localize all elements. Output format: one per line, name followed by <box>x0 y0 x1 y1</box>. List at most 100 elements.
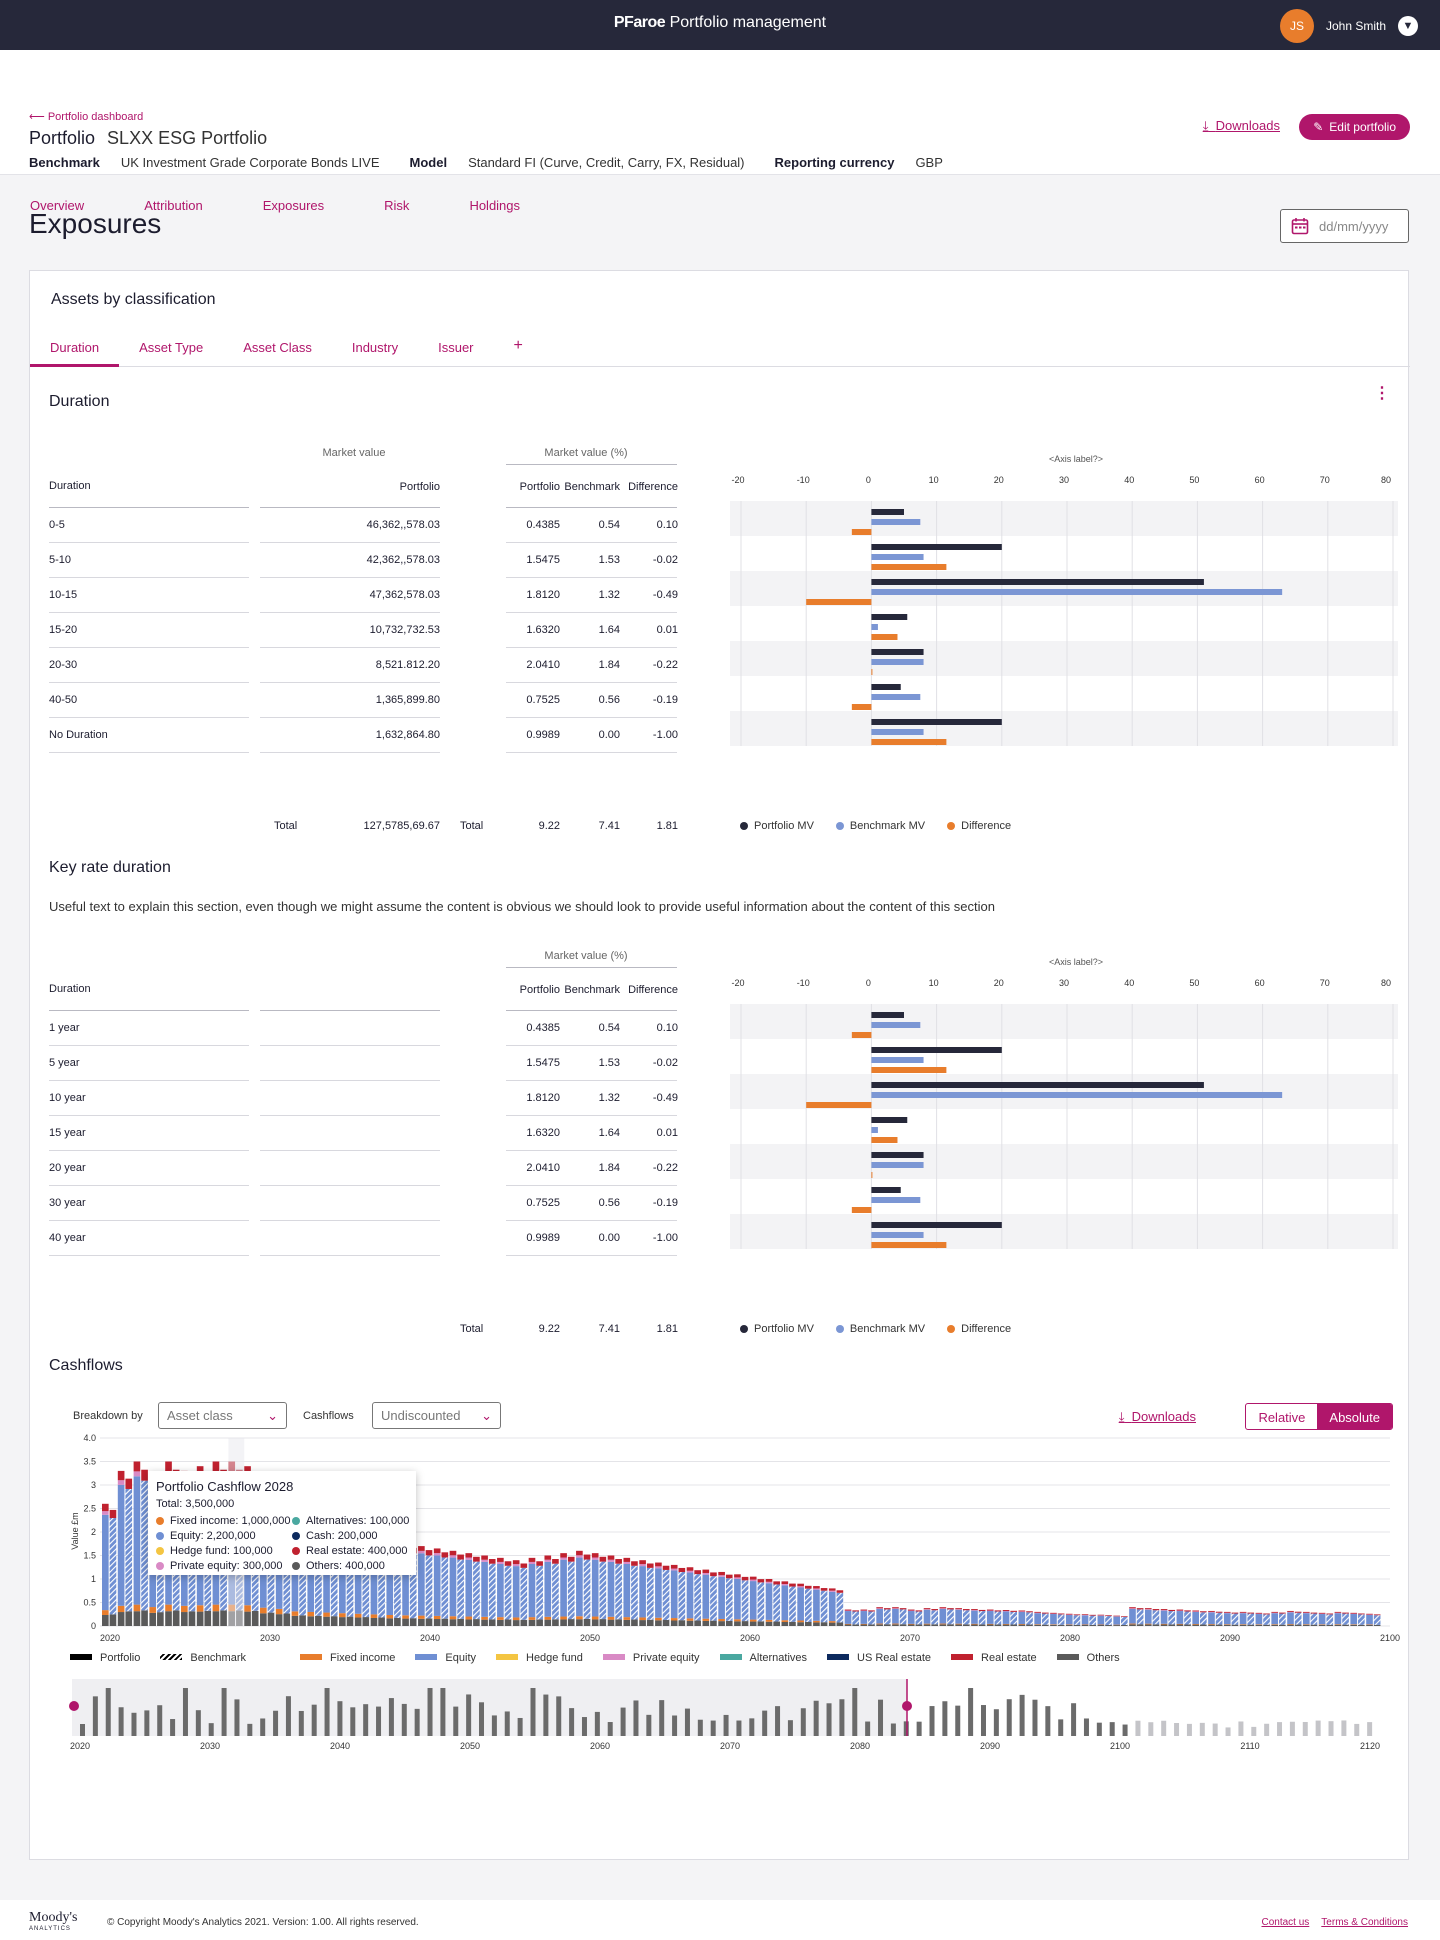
bar-portfolio-mv <box>871 509 904 515</box>
tab-exposures[interactable]: Exposures <box>232 190 355 224</box>
tab-industry[interactable]: Industry <box>351 340 399 355</box>
add-tab-button[interactable]: + <box>513 337 523 354</box>
legend-benchmark-mv-label: Benchmark MV <box>849 820 926 832</box>
cashflow-bar-segment <box>734 1577 741 1579</box>
cashflow-bar-segment <box>260 1607 267 1614</box>
cashflow-bar-segment <box>702 1620 710 1626</box>
currency-label: Reporting currency <box>774 155 895 170</box>
cashflow-bar-segment <box>449 1616 457 1620</box>
terms-link[interactable]: Terms & Conditions <box>1321 1917 1408 1928</box>
kebab-menu-icon[interactable]: ⋮ <box>1374 385 1390 402</box>
date-picker[interactable]: dd/mm/yyyy <box>1280 209 1409 243</box>
cashflows-downloads-label[interactable]: Downloads <box>1131 1409 1196 1424</box>
edit-portfolio-label[interactable]: Edit portfolio <box>1329 120 1396 134</box>
back-link-label[interactable]: Portfolio dashboard <box>47 111 144 123</box>
tab-risk[interactable]: Risk <box>384 198 410 213</box>
chevron-down-icon[interactable]: ⌄ <box>481 1407 492 1423</box>
breakdown-value[interactable]: Asset class <box>167 1408 233 1423</box>
chevron-down-icon[interactable]: ⌄ <box>267 1407 278 1423</box>
tab-issuer[interactable]: Issuer <box>438 340 474 355</box>
tab-overview[interactable]: Overview <box>30 198 85 213</box>
cashflow-bar-segment <box>939 1624 947 1626</box>
cashflow-bar-segment <box>102 1610 109 1616</box>
krd-row-duration: 30 year <box>49 1197 86 1209</box>
benchmark-bar-segment <box>1105 1624 1112 1626</box>
legend-label: Alternatives <box>749 1652 808 1664</box>
table-row-portfolio: 0.7525 <box>526 694 560 706</box>
navigator-handle-end[interactable] <box>902 1701 912 1711</box>
cashflow-bar-segment <box>1302 1613 1310 1625</box>
benchmark-bar-segment <box>962 1610 970 1625</box>
benchmark-bar-segment <box>915 1624 923 1626</box>
benchmark-bar-segment <box>1342 1613 1349 1625</box>
benchmark-label: Benchmark <box>29 155 100 170</box>
table-row-difference: 0.10 <box>656 519 678 531</box>
krd-col-portfolio: Portfolio <box>519 984 560 996</box>
cashflows-downloads-link[interactable]: ⤓ Downloads <box>1119 1409 1196 1425</box>
calendar-icon[interactable] <box>1291 217 1309 235</box>
cashflow-bar-segment <box>1318 1612 1326 1614</box>
chevron-down-icon[interactable]: ▼ <box>1398 16 1418 36</box>
cashflow-bar-segment <box>670 1564 678 1569</box>
cashflow-bar-segment <box>955 1608 962 1610</box>
cashflow-bar-segment <box>749 1619 757 1622</box>
user-name[interactable]: John Smith <box>1325 19 1386 33</box>
tab-asset-type[interactable]: Asset Type <box>139 340 204 355</box>
absolute-button[interactable]: Absolute <box>1317 1404 1392 1429</box>
benchmark-bar-segment <box>346 1538 354 1617</box>
back-link[interactable]: ⟵ Portfolio dashboard <box>29 111 144 123</box>
benchmark-bar-segment <box>694 1620 701 1626</box>
cashflows-value[interactable]: Undiscounted <box>381 1408 461 1423</box>
benchmark-bar-segment <box>615 1563 622 1620</box>
relative-button[interactable]: Relative <box>1258 1410 1306 1425</box>
tab-asset-class[interactable]: Asset Class <box>243 340 312 355</box>
benchmark-bar-segment <box>1200 1611 1207 1613</box>
tab-attribution[interactable]: Attribution <box>144 198 203 213</box>
benchmark-bar-segment <box>962 1624 970 1626</box>
cashflow-bar-segment <box>813 1586 820 1589</box>
krd-row-portfolio: 1.8120 <box>526 1092 560 1104</box>
navigator-handle-start[interactable] <box>69 1701 79 1711</box>
benchmark-bar-segment <box>457 1559 464 1619</box>
navigator-bar <box>826 1703 832 1736</box>
benchmark-bar-segment <box>820 1588 828 1591</box>
bar-portfolio-mv <box>871 544 1002 550</box>
tab-duration[interactable]: Duration <box>30 333 120 367</box>
cashflow-bar-segment <box>892 1608 899 1624</box>
benchmark-bar-segment <box>631 1565 638 1620</box>
contact-us-link[interactable]: Contact us <box>1261 1917 1310 1928</box>
cashflow-bar-segment <box>528 1619 536 1626</box>
cashflow-bar-segment <box>402 1615 409 1619</box>
relative-absolute-toggle[interactable]: Relative Absolute <box>1245 1403 1393 1430</box>
cashflows-select[interactable]: Undiscounted ⌄ <box>372 1402 501 1429</box>
legend-label: Fixed income <box>330 1652 396 1664</box>
edit-portfolio-button[interactable]: ✎ Edit portfolio <box>1299 114 1410 140</box>
x-tick-label: -20 <box>731 978 744 988</box>
benchmark-bar-segment <box>425 1618 433 1626</box>
downloads-link[interactable]: ⤓ Downloads <box>1203 118 1280 134</box>
cashflow-bar-segment <box>1050 1624 1057 1626</box>
cashflow-bar-segment <box>1113 1616 1120 1625</box>
benchmark-bar-segment <box>536 1561 543 1566</box>
tooltip-item-label: Private equity: 300,000 <box>170 1560 283 1572</box>
benchmark-bar-segment <box>1263 1613 1270 1615</box>
user-menu[interactable]: JS John Smith ▼ <box>1279 9 1418 43</box>
downloads-label[interactable]: Downloads <box>1215 118 1280 133</box>
cashflow-bar-segment <box>670 1570 678 1619</box>
tab-holdings[interactable]: Holdings <box>469 198 521 213</box>
cashflow-bar-segment <box>339 1617 346 1626</box>
cashflow-bar-segment <box>1176 1624 1184 1626</box>
navigator-bar <box>1341 1720 1347 1736</box>
cashflow-bar-segment <box>323 1612 330 1617</box>
benchmark-bar-segment <box>425 1550 433 1556</box>
date-input[interactable]: dd/mm/yyyy <box>1319 218 1389 234</box>
cashflow-bar-segment <box>512 1617 520 1621</box>
breakdown-select[interactable]: Asset class ⌄ <box>158 1402 287 1429</box>
cashflow-bar-segment <box>655 1566 662 1569</box>
footer-links: Contact us Terms & Conditions <box>1261 1917 1408 1928</box>
avatar[interactable]: JS <box>1279 9 1314 43</box>
bar-portfolio-mv <box>871 719 1002 725</box>
cashflow-bar-segment <box>639 1566 646 1618</box>
legend-difference-label: Difference <box>961 820 1012 832</box>
krd-row-difference: -0.49 <box>652 1092 678 1104</box>
